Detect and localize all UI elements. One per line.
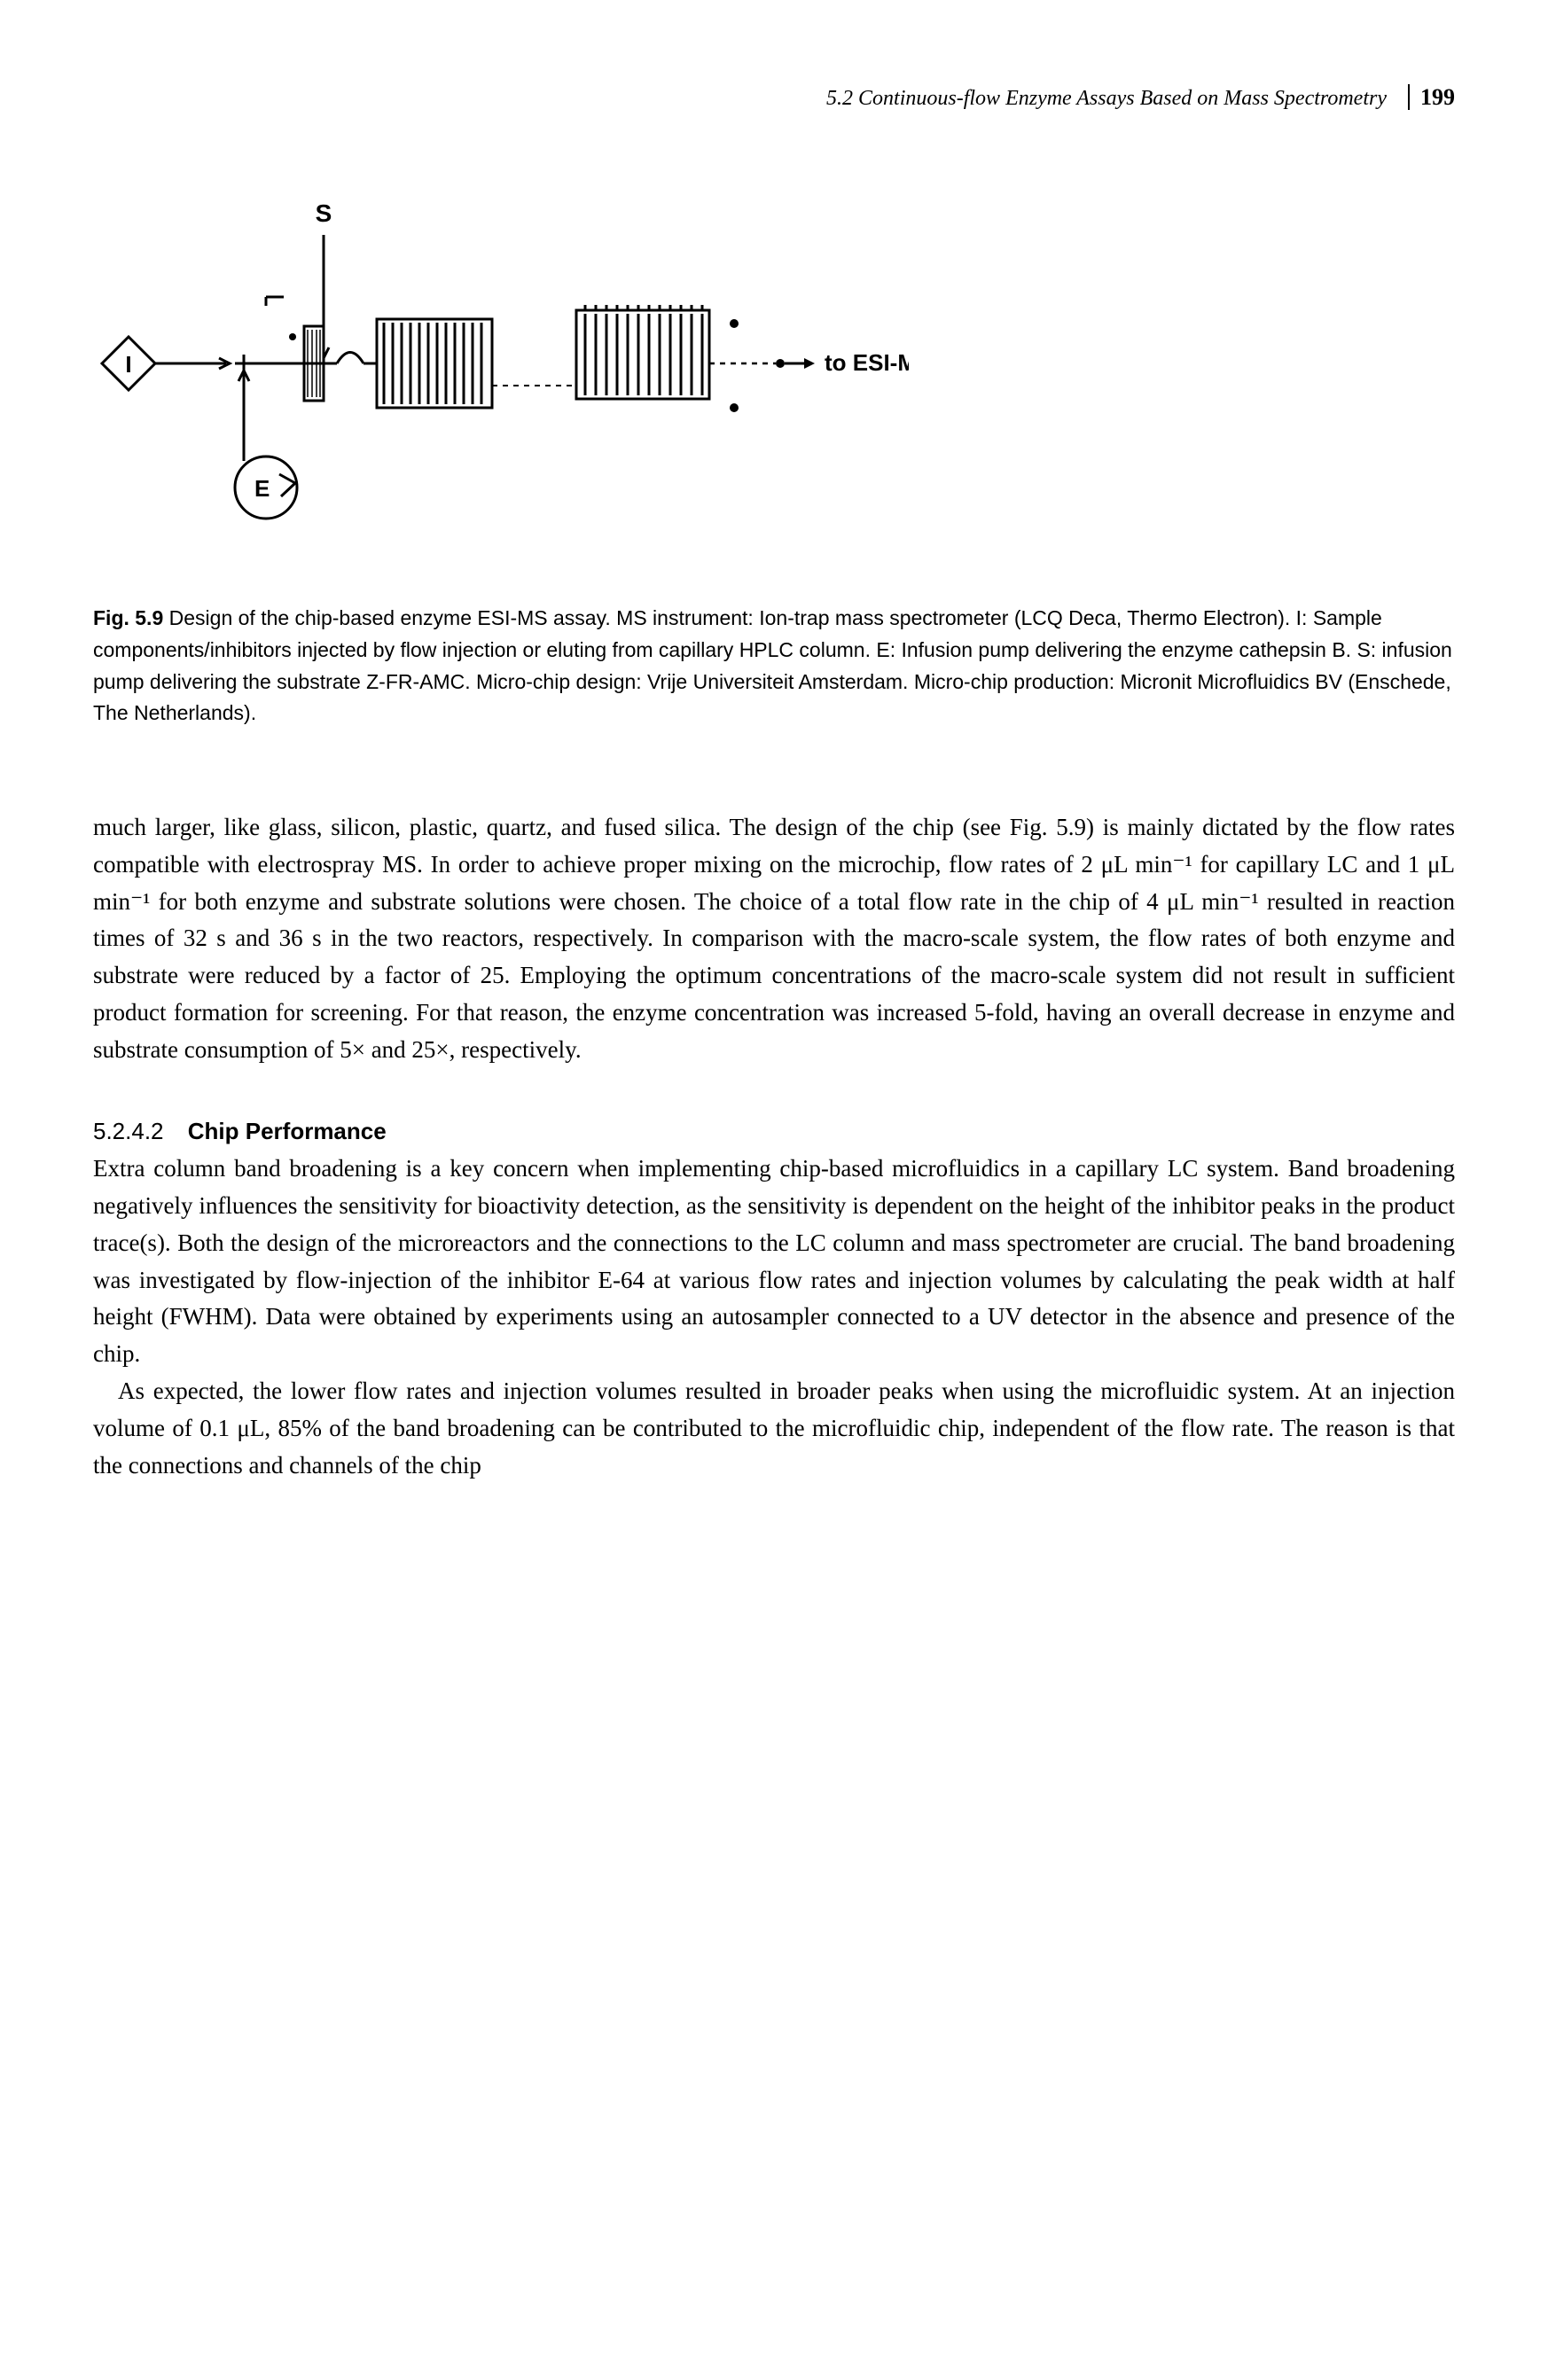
label-e: E: [254, 475, 270, 502]
label-s: S: [316, 199, 332, 227]
figure-container: S I: [93, 195, 1455, 730]
label-i: I: [125, 351, 131, 378]
label-esims: to ESI-MS: [825, 349, 909, 376]
page-number: 199: [1408, 84, 1455, 110]
paragraph-2: Extra column band broadening is a key co…: [93, 1151, 1455, 1373]
body-text: much larger, like glass, silicon, plasti…: [93, 809, 1455, 1485]
paragraph-3: As expected, the lower flow rates and in…: [93, 1373, 1455, 1485]
figure-caption: Fig. 5.9 Design of the chip-based enzyme…: [93, 603, 1455, 730]
section-heading: 5.2.4.2 Chip Performance: [93, 1113, 1455, 1149]
section-heading-title: Chip Performance: [188, 1118, 387, 1144]
header-section-title: 5.2 Continuous-flow Enzyme Assays Based …: [826, 87, 1387, 110]
paragraph-1: much larger, like glass, silicon, plasti…: [93, 809, 1455, 1069]
page-header: 5.2 Continuous-flow Enzyme Assays Based …: [93, 80, 1455, 115]
figure-diagram: S I: [93, 195, 909, 567]
figure-caption-label: Fig. 5.9: [93, 606, 163, 629]
figure-caption-text: Design of the chip-based enzyme ESI-MS a…: [93, 606, 1452, 724]
section-heading-num: 5.2.4.2: [93, 1118, 164, 1144]
